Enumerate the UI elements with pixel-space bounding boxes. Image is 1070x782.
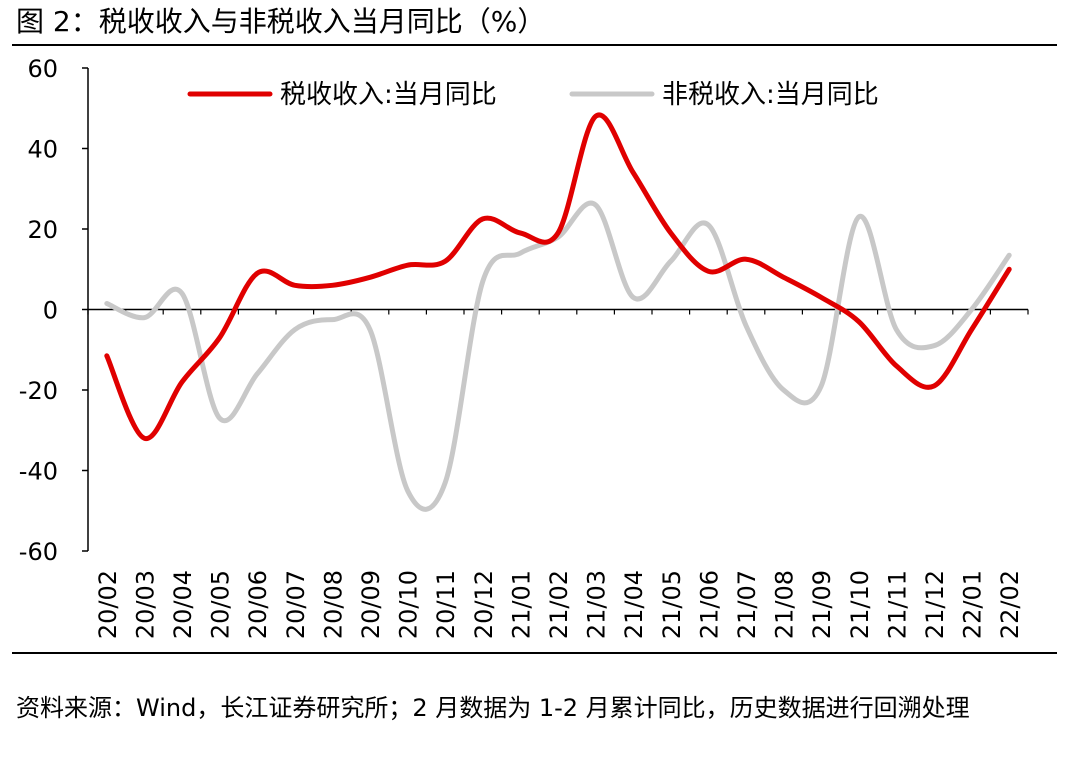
chart-axes: 60 40 20 0 -20 -40 -60 20/02 20/03 20/04 20/05 20/0… [19, 55, 1029, 639]
x-tick-label: 22/01 [959, 570, 987, 639]
x-tick-label: 21/06 [695, 570, 723, 639]
x-tick-label: 20/03 [131, 570, 159, 639]
x-tick-label: 21/05 [658, 570, 686, 639]
x-tick-label: 21/02 [545, 570, 573, 639]
series-layer [104, 112, 1012, 512]
x-tick-label: 21/11 [883, 570, 911, 639]
x-tick-label: 21/09 [808, 570, 836, 639]
x-tick-label: 20/11 [432, 570, 460, 639]
x-tick-label: 21/12 [921, 570, 949, 639]
x-tick-label: 20/10 [395, 570, 423, 639]
x-tick-label: 20/07 [282, 570, 310, 639]
y-tick-label: -40 [19, 458, 58, 486]
x-tick-label: 20/02 [94, 570, 122, 639]
source-rule [12, 652, 1057, 654]
chart-legend: 税收收入:当月同比 非税收入:当月同比 [187, 80, 879, 110]
x-tick-label: 21/01 [507, 570, 535, 639]
x-tick-label: 21/03 [583, 570, 611, 639]
y-tick-label: 60 [27, 55, 58, 83]
x-tick-label: 21/10 [846, 570, 874, 639]
title-rule [12, 44, 1057, 46]
series-line-nontax [104, 200, 1012, 512]
x-tick-label: 21/04 [620, 570, 648, 639]
x-tick-label: 20/09 [357, 570, 385, 639]
x-tick-label: 21/08 [771, 570, 799, 639]
x-tick-label: 20/05 [207, 570, 235, 639]
y-tick-label: 40 [27, 136, 58, 164]
x-tick-label: 20/04 [169, 570, 197, 639]
x-tick-label: 20/06 [244, 570, 272, 639]
x-tick-label: 22/02 [996, 570, 1024, 639]
series-line-tax [104, 112, 1012, 441]
x-tick-label: 20/12 [470, 570, 498, 639]
legend-label: 税收收入:当月同比 [280, 80, 497, 110]
x-tick-label: 21/07 [733, 570, 761, 639]
source-note: 资料来源：Wind，长江证券研究所；2 月数据为 1-2 月累计同比，历史数据进… [16, 694, 970, 722]
y-tick-label: 0 [43, 297, 58, 325]
chart-title: 图 2：税收收入与非税收入当月同比（%） [16, 5, 546, 38]
y-tick-label: -60 [19, 538, 58, 566]
line-chart: 60 40 20 0 -20 -40 -60 20/02 20/03 20/04 20/05 20/0… [19, 55, 1029, 639]
y-tick-label: -20 [19, 377, 58, 405]
x-tick-label: 20/08 [319, 570, 347, 639]
legend-label: 非税收入:当月同比 [662, 80, 879, 110]
y-tick-label: 20 [27, 216, 58, 244]
